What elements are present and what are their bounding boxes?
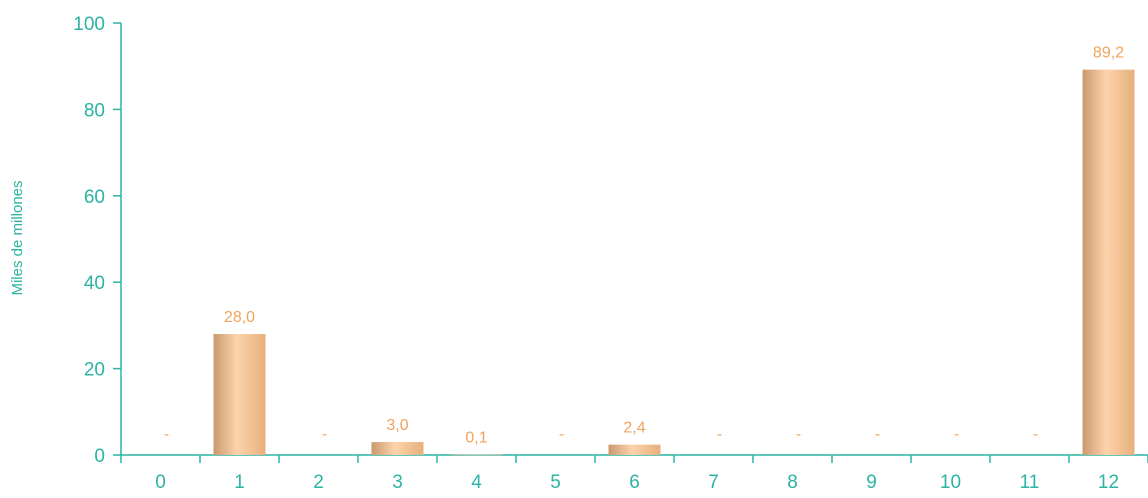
y-tick-label: 20 xyxy=(84,360,105,381)
bar-4 xyxy=(450,454,503,456)
data-label: 28,0 xyxy=(224,309,255,326)
data-label: 0,1 xyxy=(465,430,487,447)
x-tick-label: 0 xyxy=(155,472,166,493)
data-label: - xyxy=(559,426,564,443)
x-tick-label: 2 xyxy=(313,472,324,493)
data-label: - xyxy=(954,426,959,443)
data-label: - xyxy=(717,426,722,443)
x-tick-label: 4 xyxy=(471,472,482,493)
bar-6 xyxy=(608,444,661,455)
data-label: - xyxy=(322,426,327,443)
y-tick-label: 80 xyxy=(84,100,105,121)
bar-3 xyxy=(371,442,424,455)
data-label: - xyxy=(1033,426,1038,443)
data-label: - xyxy=(875,426,880,443)
bar-1 xyxy=(213,334,266,455)
x-tick-label: 12 xyxy=(1098,472,1119,493)
x-tick-label: 10 xyxy=(940,472,961,493)
plot-area: 0 20 40 60 80 100 0 - 1 28,0 2 - 3 3,0 4 0,1 5 - 6 2,4 7 - 8 - 9… xyxy=(73,14,1148,493)
y-tick-label: 60 xyxy=(84,187,105,208)
bar-12 xyxy=(1082,69,1135,455)
y-axis-title: Miles de millones xyxy=(9,180,26,295)
x-tick-label: 3 xyxy=(392,472,403,493)
data-label: 2,4 xyxy=(623,420,645,437)
x-tick-label: 9 xyxy=(866,472,877,493)
x-tick-label: 11 xyxy=(1020,472,1040,493)
y-tick-label: 40 xyxy=(84,273,105,294)
x-tick-label: 6 xyxy=(629,472,640,493)
data-label: 3,0 xyxy=(386,417,408,434)
data-label: 89,2 xyxy=(1093,45,1124,62)
y-tick-label: 0 xyxy=(94,446,105,467)
data-label: - xyxy=(164,426,169,443)
x-tick-label: 8 xyxy=(787,472,798,493)
data-label: - xyxy=(796,426,801,443)
x-tick-label: 5 xyxy=(550,472,561,493)
x-tick-label: 7 xyxy=(708,472,719,493)
x-tick-label: 1 xyxy=(234,472,245,493)
y-tick-label: 100 xyxy=(73,14,105,35)
